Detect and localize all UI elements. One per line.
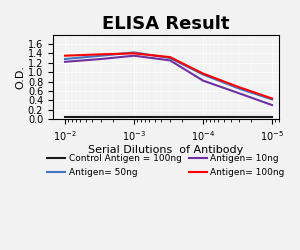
Antigen= 100ng	[132, 52, 136, 55]
Antigen= 50ng	[63, 58, 67, 60]
Control Antigen = 100ng	[270, 115, 274, 118]
Legend: Control Antigen = 100ng, Antigen= 50ng, Antigen= 10ng, Antigen= 100ng: Control Antigen = 100ng, Antigen= 50ng, …	[43, 151, 288, 180]
X-axis label: Serial Dilutions  of Antibody: Serial Dilutions of Antibody	[88, 146, 243, 156]
Line: Antigen= 50ng: Antigen= 50ng	[65, 52, 272, 100]
Antigen= 10ng	[99, 58, 103, 60]
Antigen= 50ng	[132, 51, 136, 54]
Antigen= 10ng	[201, 79, 205, 82]
Antigen= 10ng	[63, 60, 67, 63]
Antigen= 50ng	[270, 98, 274, 101]
Antigen= 100ng	[201, 72, 205, 75]
Antigen= 10ng	[237, 92, 241, 95]
Control Antigen = 100ng	[132, 115, 136, 118]
Control Antigen = 100ng	[63, 115, 67, 118]
Line: Antigen= 100ng: Antigen= 100ng	[65, 53, 272, 98]
Antigen= 100ng	[237, 86, 241, 89]
Antigen= 50ng	[168, 56, 172, 59]
Antigen= 10ng	[168, 59, 172, 62]
Line: Antigen= 10ng: Antigen= 10ng	[65, 56, 272, 105]
Antigen= 100ng	[99, 53, 103, 56]
Title: ELISA Result: ELISA Result	[102, 15, 230, 33]
Antigen= 100ng	[270, 97, 274, 100]
Control Antigen = 100ng	[99, 115, 103, 118]
Control Antigen = 100ng	[168, 115, 172, 118]
Control Antigen = 100ng	[201, 115, 205, 118]
Antigen= 10ng	[270, 104, 274, 106]
Antigen= 100ng	[63, 54, 67, 57]
Antigen= 50ng	[99, 54, 103, 57]
Antigen= 100ng	[168, 56, 172, 58]
Antigen= 50ng	[201, 73, 205, 76]
Antigen= 50ng	[237, 87, 241, 90]
Y-axis label: O.D.: O.D.	[15, 65, 25, 89]
Antigen= 10ng	[132, 54, 136, 57]
Control Antigen = 100ng	[237, 115, 241, 118]
